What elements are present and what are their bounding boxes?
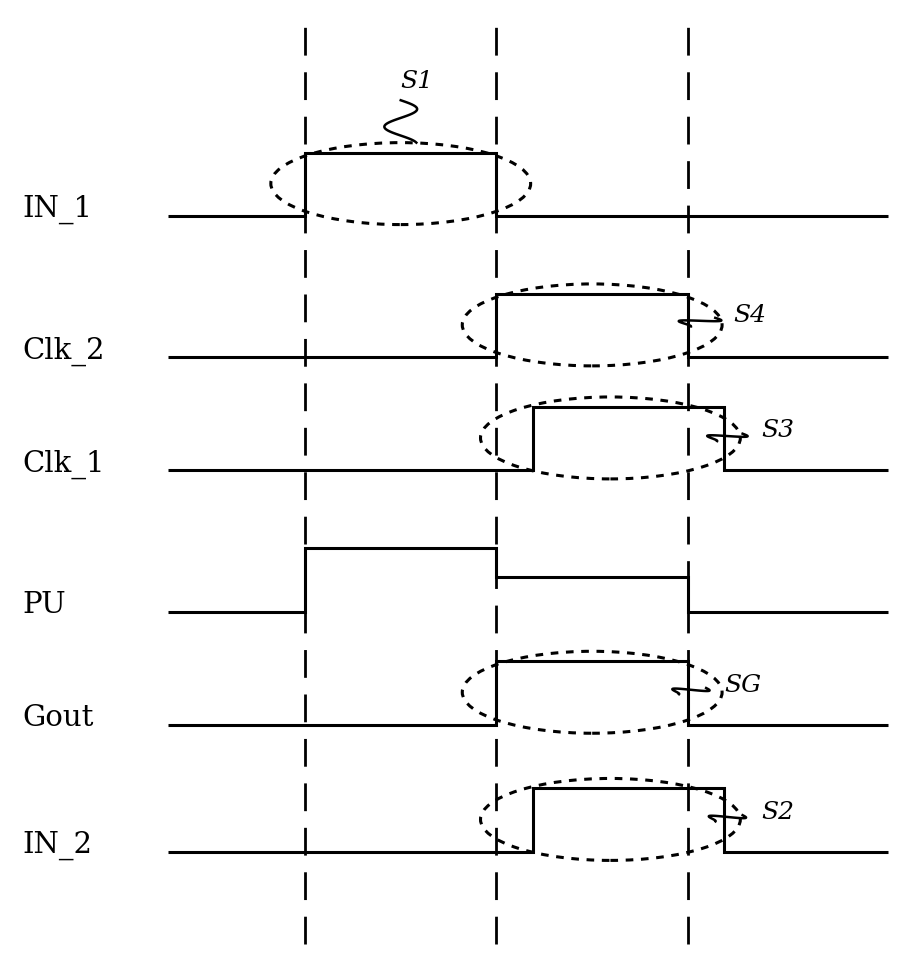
- Text: PU: PU: [22, 591, 66, 620]
- Text: S4: S4: [732, 304, 766, 327]
- Text: S1: S1: [401, 71, 433, 94]
- Text: S3: S3: [760, 419, 793, 442]
- Text: SG: SG: [723, 673, 761, 697]
- Text: Gout: Gout: [22, 705, 94, 732]
- Text: Clk_1: Clk_1: [22, 450, 105, 478]
- Text: S2: S2: [760, 801, 793, 824]
- Text: IN_2: IN_2: [22, 831, 92, 860]
- Text: IN_1: IN_1: [22, 195, 92, 224]
- Text: Clk_2: Clk_2: [22, 336, 105, 366]
